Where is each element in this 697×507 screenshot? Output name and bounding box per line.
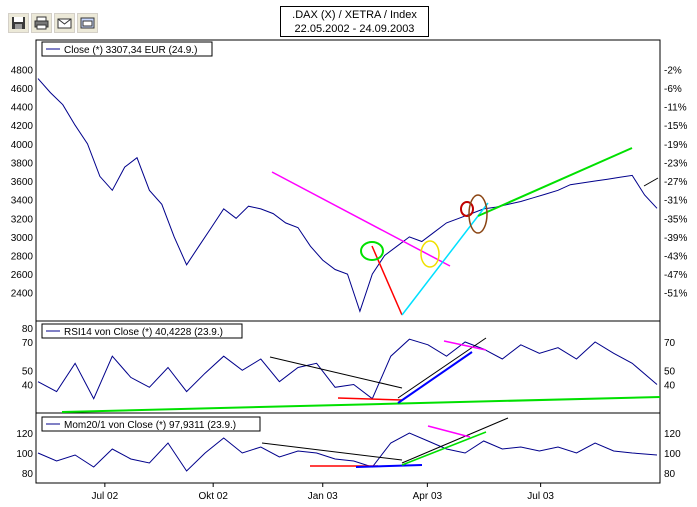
mom-green-rise xyxy=(401,431,487,466)
price-y-tick-left: 3000 xyxy=(11,233,34,244)
mom-blue-line xyxy=(355,464,423,468)
mom-black-rise xyxy=(401,417,509,464)
rsi-y-tick-right: 70 xyxy=(664,338,676,349)
export-icon xyxy=(80,17,95,29)
chart-date-range: 22.05.2002 - 24.09.2003 xyxy=(294,23,415,35)
toolbar xyxy=(8,13,98,33)
x-axis-label: Apr 03 xyxy=(413,491,443,502)
rsi-blue-rise xyxy=(397,351,473,404)
rsi-black-trend xyxy=(269,356,403,389)
export-button[interactable] xyxy=(77,13,98,33)
price-y-tick-right: -43% xyxy=(664,251,687,262)
momentum-y-tick-right: 120 xyxy=(664,429,681,440)
price-panel-frame xyxy=(35,39,661,322)
momentum-y-tick-left: 120 xyxy=(16,429,33,440)
price-y-tick-right: -23% xyxy=(664,158,687,169)
magenta-resistance-line xyxy=(271,171,451,267)
price-y-tick-right: -27% xyxy=(664,177,687,188)
price-y-tick-left: 2400 xyxy=(11,289,34,300)
momentum-annotations xyxy=(261,417,509,468)
price-y-tick-right: -31% xyxy=(664,196,687,207)
rsi-y-tick-left: 40 xyxy=(22,381,34,392)
green-circle-marker xyxy=(360,241,384,261)
price-y-tick-right: -51% xyxy=(664,289,687,300)
price-y-tick-right: -19% xyxy=(664,140,687,151)
rsi-y-tick-left: 70 xyxy=(22,338,34,349)
price-y-tick-left: 4200 xyxy=(11,121,34,132)
darkred-circle-marker xyxy=(460,201,474,217)
email-icon xyxy=(57,18,72,29)
mom-black-trend xyxy=(261,442,403,461)
print-button[interactable] xyxy=(31,13,52,33)
rsi-y-tick-left: 80 xyxy=(22,324,34,335)
price-y-tick-left: 3400 xyxy=(11,196,34,207)
rsi-magenta-line xyxy=(443,340,487,351)
price-annotations xyxy=(271,147,659,316)
x-axis-label: Jul 02 xyxy=(92,491,119,502)
momentum-y-tick-left: 80 xyxy=(22,469,34,480)
rsi-legend: RSI14 von Close (*) 40,4228 (23.9.) xyxy=(41,323,243,339)
price-y-tick-right: -47% xyxy=(664,270,687,281)
price-y-tick-left: 3200 xyxy=(11,214,34,225)
price-y-tick-left: 4000 xyxy=(11,140,34,151)
price-y-tick-right: -35% xyxy=(664,214,687,225)
x-axis-label: Okt 02 xyxy=(198,491,228,502)
price-y-tick-left: 3800 xyxy=(11,158,34,169)
momentum-legend-text: Mom20/1 von Close (*) 97,9311 (23.9.) xyxy=(64,420,236,431)
momentum-y-tick-right: 100 xyxy=(664,449,681,460)
price-y-tick-right: -6% xyxy=(664,84,682,95)
save-icon xyxy=(12,17,25,29)
rsi-black-rise xyxy=(397,337,487,399)
price-y-tick-right: -39% xyxy=(664,233,687,244)
print-icon xyxy=(34,16,49,30)
price-y-tick-left: 3600 xyxy=(11,177,34,188)
momentum-y-tick-left: 100 xyxy=(16,449,33,460)
rsi-red-line xyxy=(337,397,403,401)
brown-circle-marker xyxy=(468,194,488,234)
price-y-tick-left: 4400 xyxy=(11,103,34,114)
price-y-tick-right: -2% xyxy=(664,65,682,76)
momentum-legend: Mom20/1 von Close (*) 97,9311 (23.9.) xyxy=(41,416,261,432)
email-button[interactable] xyxy=(54,13,75,33)
chart-title-box: .DAX (X) / XETRA / Index 22.05.2002 - 24… xyxy=(280,6,429,37)
save-button[interactable] xyxy=(8,13,29,33)
price-y-tick-left: 4800 xyxy=(11,65,34,76)
price-legend: Close (*) 3307,34 EUR (24.9.) xyxy=(41,41,213,57)
rsi-legend-text: RSI14 von Close (*) 40,4228 (23.9.) xyxy=(64,327,223,338)
rsi-y-tick-right: 50 xyxy=(664,366,676,377)
momentum-series-line xyxy=(37,432,658,472)
price-y-tick-right: -11% xyxy=(664,103,687,114)
chart-title: .DAX (X) / XETRA / Index xyxy=(292,9,417,21)
price-y-tick-left: 2600 xyxy=(11,270,34,281)
yellow-circle-marker xyxy=(420,240,440,268)
price-y-tick-left: 2800 xyxy=(11,251,34,262)
rsi-series-line xyxy=(37,338,658,400)
cyan-rise-line xyxy=(401,202,489,316)
rsi-y-tick-right: 40 xyxy=(664,381,676,392)
rsi-y-tick-left: 50 xyxy=(22,366,34,377)
red-decline-line xyxy=(371,245,403,316)
price-legend-text: Close (*) 3307,34 EUR (24.9.) xyxy=(64,45,197,56)
black-end-stroke xyxy=(643,177,659,187)
price-y-tick-right: -15% xyxy=(664,121,687,132)
price-series-line xyxy=(37,78,658,313)
mom-magenta-line xyxy=(427,425,471,438)
price-y-tick-left: 4600 xyxy=(11,84,34,95)
x-axis-label: Jan 03 xyxy=(308,491,338,502)
green-uptrend-line xyxy=(477,147,633,217)
momentum-y-tick-right: 80 xyxy=(664,469,676,480)
rsi-annotations xyxy=(61,337,661,413)
x-axis-label: Jul 03 xyxy=(527,491,554,502)
rsi-green-baseline xyxy=(61,396,661,413)
